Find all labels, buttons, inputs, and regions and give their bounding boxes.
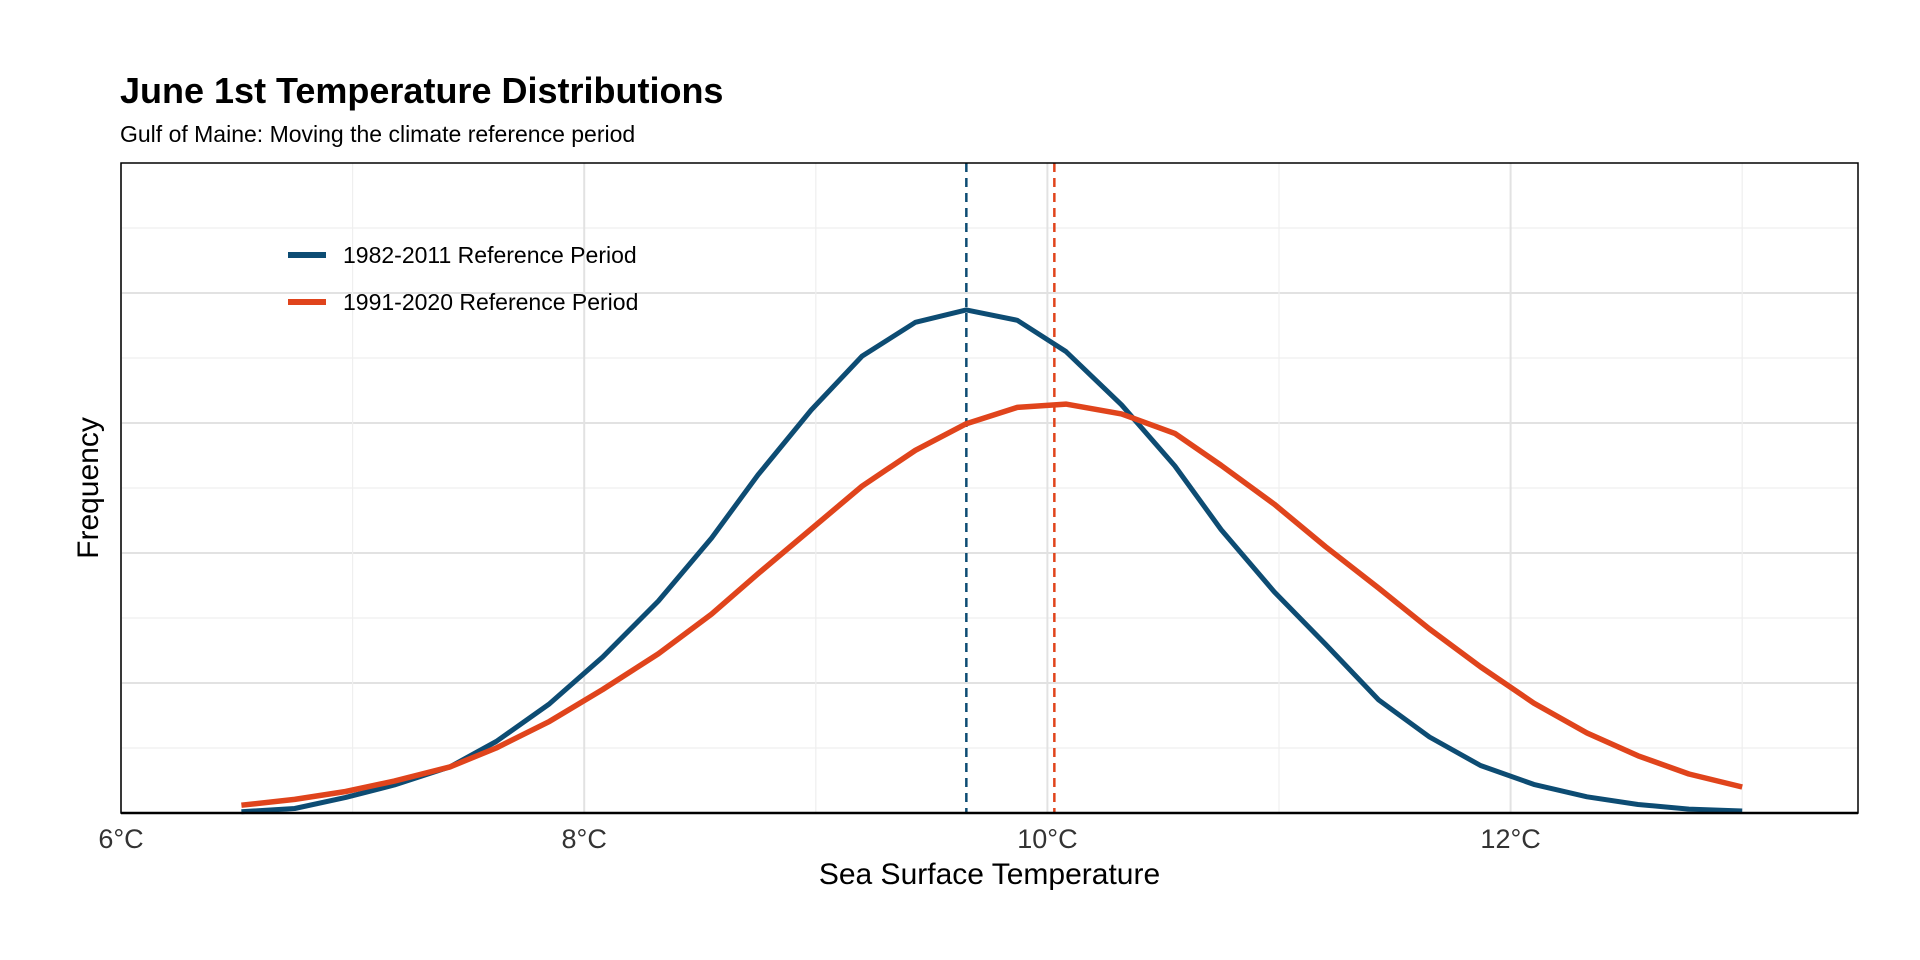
x-tick-labels: 6°C 8°C 10°C 12°C bbox=[98, 824, 1540, 854]
x-tick-label: 6°C bbox=[98, 824, 143, 854]
grid-layer bbox=[120, 163, 1858, 813]
legend-label-1: 1982-2011 Reference Period bbox=[343, 242, 637, 268]
chart-title: June 1st Temperature Distributions bbox=[120, 70, 724, 111]
series-line-2 bbox=[241, 401, 1743, 808]
series-layer bbox=[241, 307, 1743, 815]
x-axis-label: Sea Surface Temperature bbox=[819, 858, 1160, 891]
chart-subtitle: Gulf of Maine: Moving the climate refere… bbox=[120, 121, 636, 147]
x-tick-label: 12°C bbox=[1480, 824, 1540, 854]
legend-label-2: 1991-2020 Reference Period bbox=[343, 289, 638, 315]
y-axis-label: Frequency bbox=[72, 417, 105, 559]
legend: 1982-2011 Reference Period 1991-2020 Refe… bbox=[288, 242, 638, 315]
x-tick-label: 8°C bbox=[562, 824, 607, 854]
mean-lines-layer bbox=[965, 163, 1056, 813]
series-line-1 bbox=[241, 307, 1743, 815]
x-tick-label: 10°C bbox=[1017, 824, 1077, 854]
